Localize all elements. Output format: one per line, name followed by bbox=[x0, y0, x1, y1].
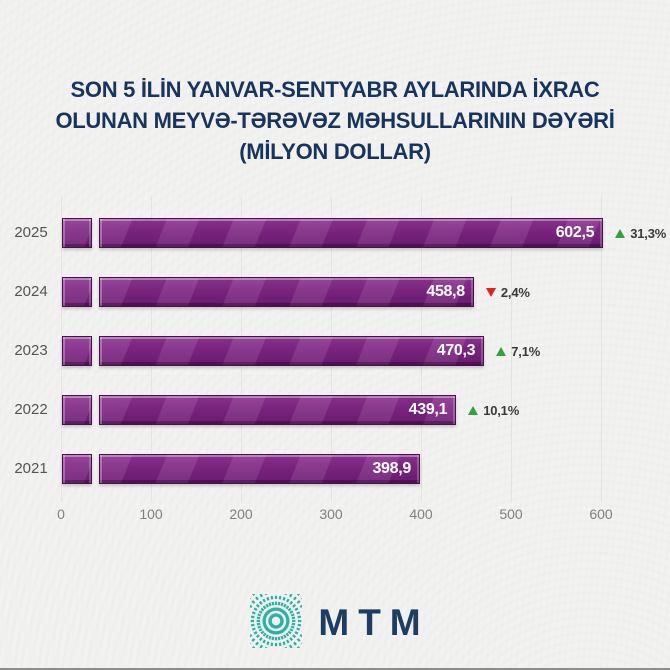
year-label: 2025 bbox=[14, 224, 48, 241]
year-label: 2023 bbox=[14, 342, 48, 359]
footer-divider bbox=[0, 668, 670, 670]
triangle-up-icon bbox=[496, 346, 507, 356]
page-title: SON 5 İLİN YANVAR-SENTYABR AYLARINDA İXR… bbox=[0, 74, 670, 167]
bar: 439,1 bbox=[99, 395, 457, 425]
bar-row: 2021 398,9 bbox=[0, 454, 670, 484]
x-axis-tick-label: 500 bbox=[499, 506, 523, 522]
triangle-up-icon bbox=[468, 405, 479, 415]
gridline bbox=[511, 196, 512, 502]
gridline bbox=[601, 196, 602, 502]
change-indicator: 10,1% bbox=[468, 395, 519, 425]
x-axis-tick-label: 100 bbox=[139, 506, 163, 522]
title-line-3: (MİLYON DOLLAR) bbox=[239, 139, 431, 164]
change-label: 31,3% bbox=[630, 225, 667, 241]
bar-segment bbox=[62, 277, 92, 307]
x-axis-tick-label: 400 bbox=[409, 506, 433, 522]
value-label: 458,8 bbox=[426, 283, 465, 300]
triangle-down-icon bbox=[485, 287, 496, 297]
change-indicator: 7,1% bbox=[496, 336, 540, 366]
bar-row: 2023 470,3 7,1% bbox=[0, 336, 670, 366]
change-indicator: 2,4% bbox=[485, 277, 530, 307]
bar-segment bbox=[62, 218, 92, 248]
chart: 0 100 200 300 400 500 600 2025 602,5 31,3% 2024 458… bbox=[0, 196, 670, 526]
year-label: 2024 bbox=[14, 283, 48, 300]
year-label: 2022 bbox=[14, 401, 48, 418]
change-label: 7,1% bbox=[511, 343, 541, 359]
value-label: 602,5 bbox=[555, 224, 595, 241]
mtm-logo-text: MTM bbox=[318, 602, 430, 643]
bar: 470,3 bbox=[99, 336, 485, 366]
gridline bbox=[61, 196, 62, 502]
x-axis-tick-label: 0 bbox=[57, 506, 65, 522]
triangle-up-icon bbox=[615, 228, 626, 238]
change-label: 2,4% bbox=[500, 284, 530, 300]
value-label: 439,1 bbox=[408, 401, 448, 418]
x-axis-tick-label: 600 bbox=[589, 506, 613, 522]
value-label: 398,9 bbox=[372, 460, 411, 477]
year-label: 2021 bbox=[14, 460, 48, 477]
bar: 602,5 bbox=[99, 218, 604, 248]
x-axis-tick-label: 200 bbox=[229, 506, 253, 522]
bar-segment bbox=[62, 395, 92, 425]
value-label: 470,3 bbox=[436, 342, 476, 359]
bar-row: 2025 602,5 31,3% bbox=[0, 218, 670, 248]
mtm-logo-icon bbox=[249, 593, 303, 654]
bar: 398,9 bbox=[99, 454, 420, 484]
x-axis-tick-label: 300 bbox=[319, 506, 343, 522]
bar-segment bbox=[62, 454, 92, 484]
title-line-2: OLUNAN MEYVƏ-TƏRƏVƏZ MƏHSULLARININ DƏYƏR… bbox=[55, 108, 615, 133]
change-label: 10,1% bbox=[483, 402, 520, 418]
mtm-logo: MTM bbox=[0, 588, 670, 658]
bar-row: 2022 439,1 10,1% bbox=[0, 395, 670, 425]
title-line-1: SON 5 İLİN YANVAR-SENTYABR AYLARINDA İXR… bbox=[70, 77, 600, 102]
bar: 458,8 bbox=[99, 277, 474, 307]
bar-segment bbox=[62, 336, 92, 366]
change-indicator: 31,3% bbox=[615, 218, 666, 248]
bar-row: 2024 458,8 2,4% bbox=[0, 277, 670, 307]
